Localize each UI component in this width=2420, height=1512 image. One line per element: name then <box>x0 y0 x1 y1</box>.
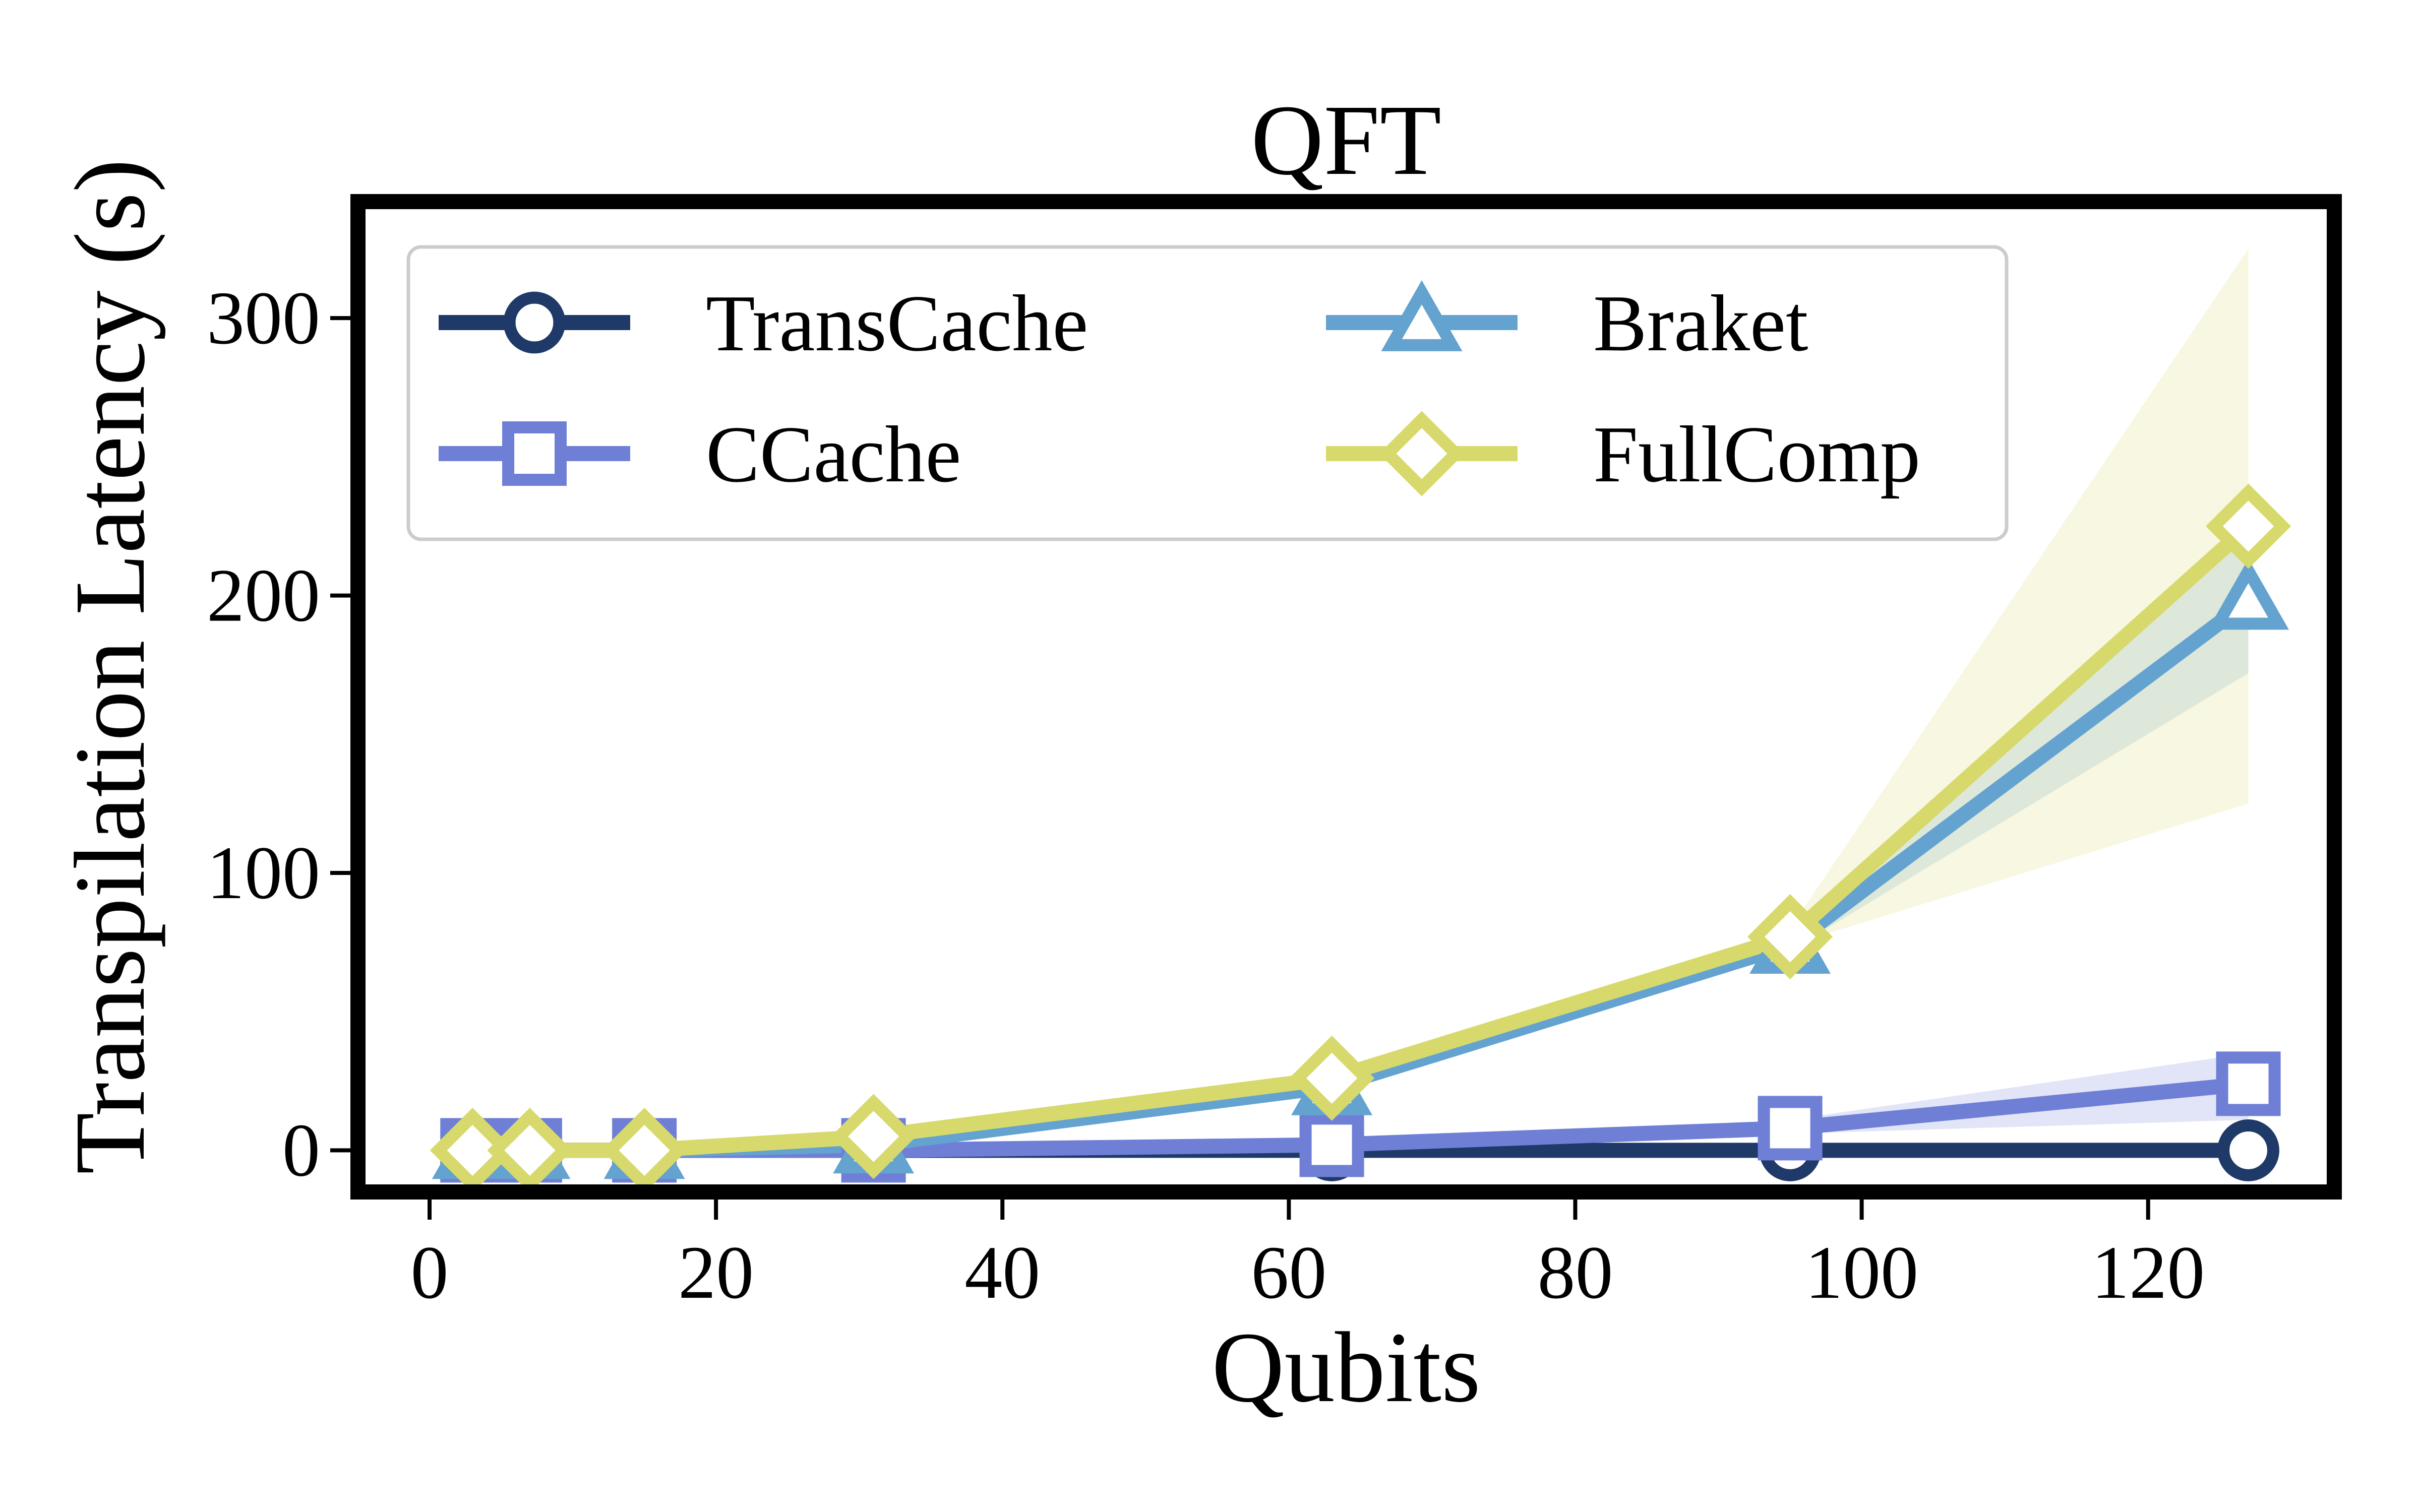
legend-item-ccache: CCache <box>439 409 961 499</box>
y-tick-label: 200 <box>207 554 320 638</box>
point-ccache <box>1299 1112 1364 1177</box>
x-tick-label: 0 <box>411 1231 449 1314</box>
point-braket <box>2208 558 2289 630</box>
x-tick-label: 40 <box>964 1231 1040 1314</box>
y-tick-label: 100 <box>207 831 320 915</box>
legend-label: FullComp <box>1593 409 1920 499</box>
plot-frame <box>350 194 2342 1200</box>
x-tick-label: 20 <box>678 1231 754 1314</box>
legend-item-braket: Braket <box>1326 278 1808 368</box>
point-fullcomp <box>1747 894 1833 980</box>
chart-title: QFT <box>1251 85 1441 196</box>
x-tick-label: 60 <box>1251 1231 1326 1314</box>
legend-label: CCache <box>706 409 961 499</box>
legend-marker-circle <box>503 291 566 354</box>
y-tick-label: 300 <box>207 276 320 360</box>
point-fullcomp <box>831 1094 917 1179</box>
y-axis-title: Transpilation Latency (s) <box>54 159 166 1174</box>
legend-box <box>406 245 2009 541</box>
legend-marker-diamond <box>1379 411 1465 496</box>
x-axis-title: Qubits <box>1212 1312 1480 1423</box>
legend-marker-triangle <box>1381 280 1463 351</box>
legend-label: Braket <box>1593 278 1808 368</box>
x-tick-label: 80 <box>1537 1231 1613 1314</box>
point-ccache <box>1758 1096 1823 1161</box>
point-ccache <box>2216 1051 2281 1116</box>
point-fullcomp <box>2205 483 2291 569</box>
y-tick-label: 0 <box>282 1108 320 1192</box>
y-axis-ticks: 0 100 200 300 <box>207 276 350 1192</box>
legend-marker-square <box>502 421 567 486</box>
x-tick-label: 100 <box>1805 1231 1918 1314</box>
legend: TransCache CCache Braket FullComp <box>406 245 2009 541</box>
x-axis-ticks: 0 20 40 60 80 100 120 <box>411 1200 2205 1314</box>
legend-item-transcache: TransCache <box>439 278 1088 368</box>
point-fullcomp <box>1289 1035 1375 1121</box>
legend-label: TransCache <box>706 278 1088 368</box>
point-transcache <box>2217 1119 2279 1181</box>
legend-item-fullcomp: FullComp <box>1326 409 1920 499</box>
x-tick-label: 120 <box>2091 1231 2205 1314</box>
